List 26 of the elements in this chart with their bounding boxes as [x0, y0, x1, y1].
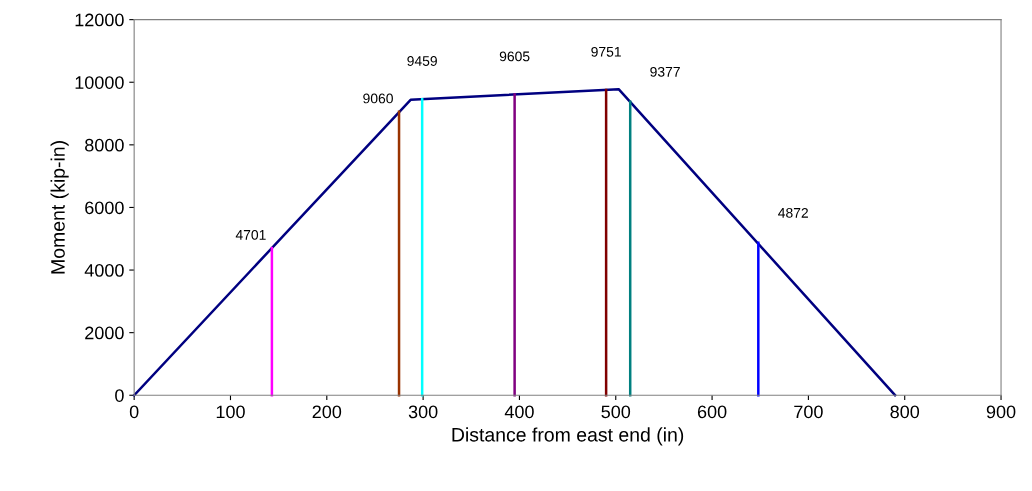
- x-tick-label: 100: [216, 405, 245, 419]
- y-axis-title: Moment (kip-in): [50, 141, 69, 274]
- x-tick-label: 900: [986, 405, 1016, 419]
- y-tick-label: 6000: [85, 201, 124, 215]
- x-tick-label: 400: [504, 405, 534, 419]
- y-tick-label: 8000: [85, 138, 124, 152]
- y-tick-label: 2000: [85, 326, 124, 340]
- x-tick-label: 300: [408, 405, 438, 419]
- x-tick-label: 500: [601, 405, 631, 419]
- annotation: 9060: [363, 93, 393, 104]
- y-tick-label: 4000: [84, 263, 124, 277]
- x-tick-label: 200: [312, 405, 342, 419]
- annotation: 9751: [591, 46, 621, 57]
- x-axis-title: Distance from east end (in): [452, 427, 684, 446]
- x-tick-label: 700: [794, 405, 823, 419]
- annotation: 9377: [650, 66, 680, 77]
- y-tick-label: 0: [115, 389, 124, 402]
- annotation: 4872: [778, 207, 808, 218]
- annotation: 9605: [499, 51, 530, 62]
- x-tick-label: 800: [890, 405, 920, 419]
- annotation: 9459: [407, 56, 437, 66]
- y-tick-label: 10000: [75, 76, 124, 89]
- y-tick-label: 12000: [75, 13, 124, 27]
- annotation: 4701: [235, 229, 266, 240]
- x-tick-label: 0: [129, 405, 139, 419]
- x-tick-label: 600: [697, 405, 727, 419]
